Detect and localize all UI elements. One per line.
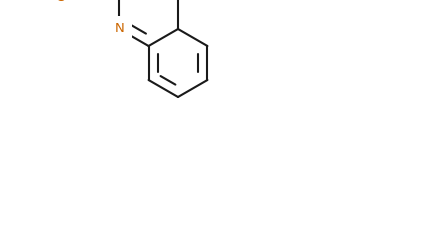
Text: O: O xyxy=(55,0,65,4)
Text: N: N xyxy=(115,22,125,35)
